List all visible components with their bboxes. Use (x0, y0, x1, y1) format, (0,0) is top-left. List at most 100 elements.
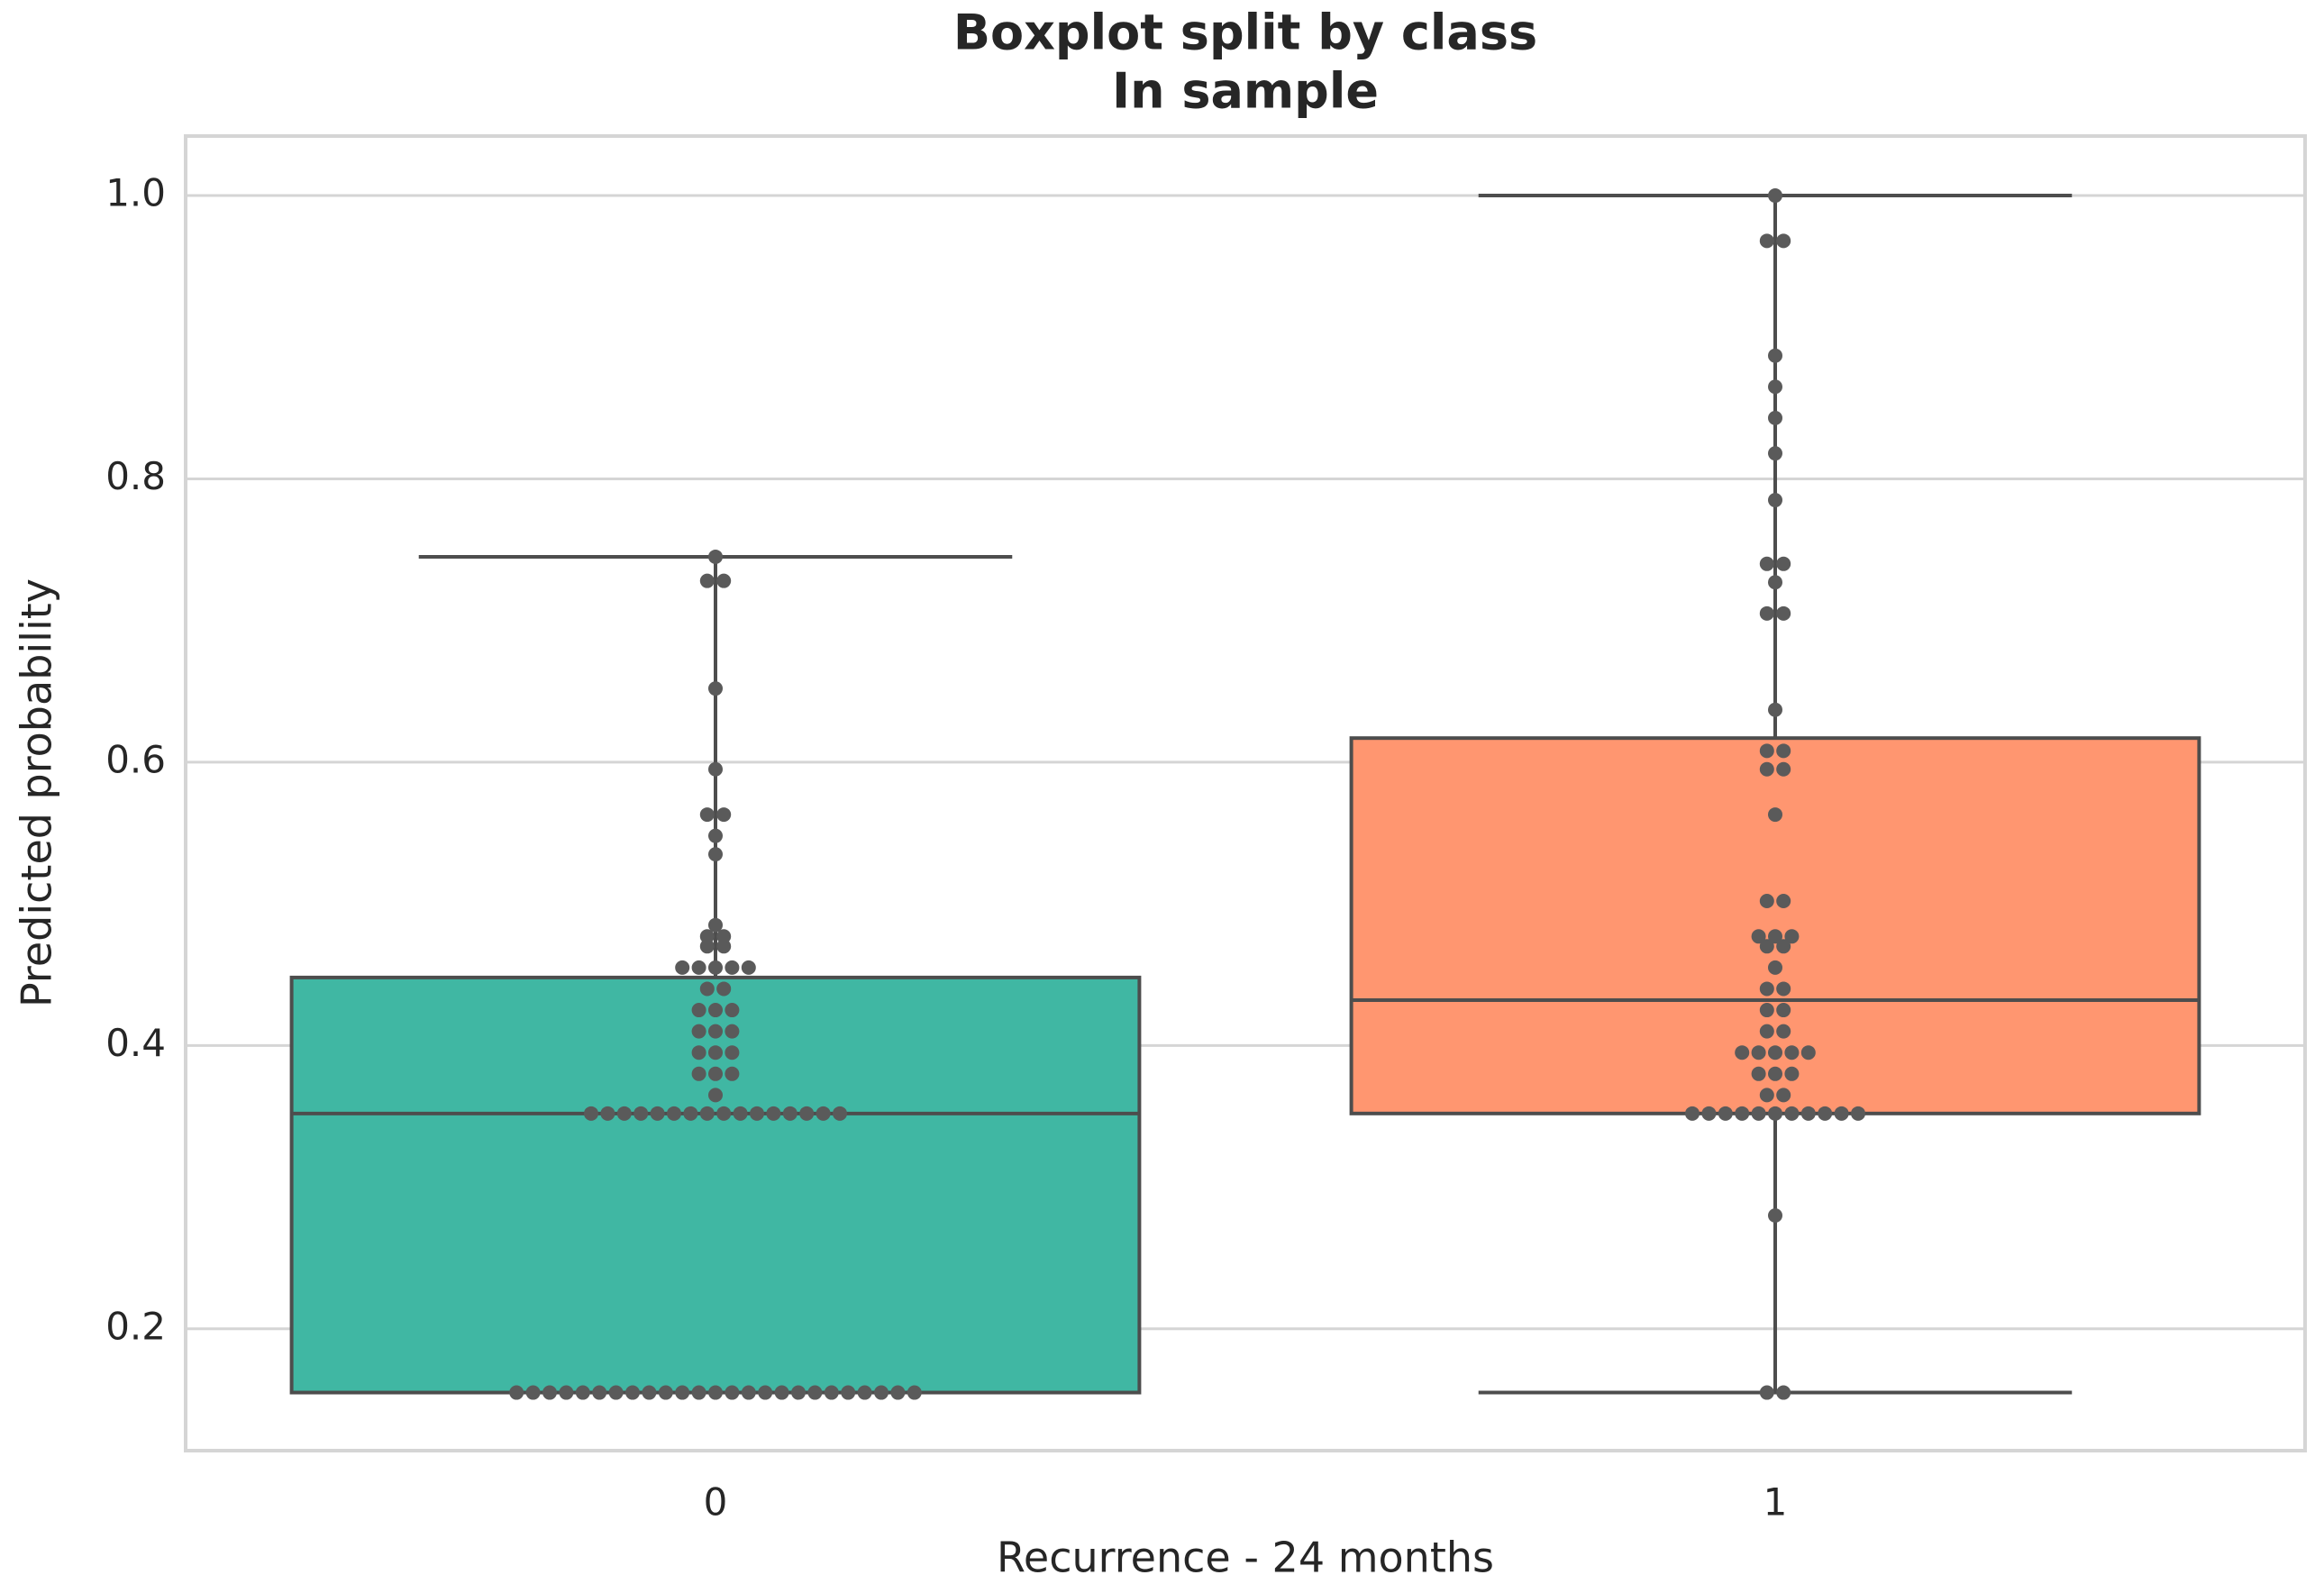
swarm-point (559, 1385, 574, 1400)
swarm-point (699, 1106, 715, 1121)
swarm-point (1685, 1106, 1700, 1121)
swarm-point (741, 1385, 756, 1400)
swarm-point (1751, 1066, 1766, 1081)
swarm-point (1701, 1106, 1717, 1121)
chart-title: Boxplot split by class (953, 5, 1537, 61)
swarm-point (716, 981, 732, 997)
swarm-point (1776, 1024, 1791, 1039)
swarm-point (1735, 1045, 1750, 1060)
y-tick-label: 0.8 (105, 454, 166, 498)
swarm-point (1768, 929, 1782, 944)
swarm-point (1768, 348, 1782, 363)
swarm-point (1776, 893, 1791, 908)
swarm-point (625, 1385, 640, 1400)
swarm-point (1759, 1088, 1774, 1103)
swarm-point (1776, 743, 1791, 759)
swarm-point (675, 1385, 690, 1400)
swarm-point (1759, 981, 1774, 997)
swarm-point (699, 929, 715, 944)
swarm-point (1768, 446, 1782, 461)
swarm-point (716, 807, 732, 823)
swarm-point (658, 1385, 673, 1400)
swarm-point (1768, 410, 1782, 425)
swarm-point (725, 1024, 740, 1039)
swarm-point (575, 1385, 590, 1400)
swarm-point (699, 939, 715, 954)
swarm-point (1768, 1045, 1782, 1060)
y-axis-label: Predicted probability (13, 578, 61, 1007)
swarm-point (1800, 1045, 1816, 1060)
y-tick-label: 0.4 (105, 1021, 166, 1065)
swarm-point (1759, 233, 1774, 249)
swarm-point (1776, 1003, 1791, 1018)
swarm-point (841, 1385, 856, 1400)
swarm-point (699, 573, 715, 588)
swarm-point (667, 1106, 681, 1121)
swarm-point (874, 1385, 889, 1400)
swarm-point (616, 1106, 632, 1121)
swarm-point (1759, 1024, 1774, 1039)
swarm-point (1768, 1106, 1782, 1121)
chart-subtitle: In sample (1112, 63, 1379, 120)
swarm-point (691, 960, 706, 975)
swarm-point (708, 761, 723, 777)
swarm-point (1759, 743, 1774, 759)
swarm-point (633, 1106, 649, 1121)
swarm-point (675, 960, 690, 975)
swarm-point (766, 1106, 781, 1121)
swarm-point (1784, 1066, 1800, 1081)
swarm-point (1768, 1066, 1782, 1081)
swarm-point (1768, 493, 1782, 508)
swarm-point (733, 1106, 748, 1121)
swarm-point (725, 1385, 740, 1400)
x-tick-label: 1 (1764, 1480, 1788, 1525)
swarm-point (716, 929, 732, 944)
swarm-point (509, 1385, 524, 1400)
swarm-point (1776, 233, 1791, 249)
swarm-point (708, 549, 723, 564)
swarm-point (791, 1385, 806, 1400)
swarm-point (708, 917, 723, 933)
swarm-point (1768, 575, 1782, 590)
swarm-point (1776, 761, 1791, 777)
swarm-point (1759, 893, 1774, 908)
swarm-point (1768, 960, 1782, 975)
swarm-point (774, 1385, 789, 1400)
swarm-point (1776, 981, 1791, 997)
swarm-point (1759, 1003, 1774, 1018)
swarm-point (1784, 1106, 1800, 1121)
y-tick-label: 0.2 (105, 1304, 166, 1348)
swarm-point (741, 960, 756, 975)
swarm-point (592, 1385, 607, 1400)
y-tick-label: 1.0 (105, 171, 166, 215)
swarm-point (824, 1385, 839, 1400)
swarm-point (708, 847, 723, 862)
swarm-point (708, 681, 723, 696)
swarm-point (1768, 379, 1782, 395)
swarm-point (708, 1045, 723, 1060)
swarm-point (716, 1106, 732, 1121)
swarm-point (683, 1106, 698, 1121)
x-axis-label: Recurrence - 24 months (997, 1534, 1494, 1582)
swarm-point (1776, 556, 1791, 571)
swarm-point (807, 1385, 823, 1400)
swarm-point (708, 1385, 723, 1400)
swarm-point (1751, 1045, 1766, 1060)
swarm-point (600, 1106, 615, 1121)
swarm-point (1768, 807, 1782, 823)
swarm-point (608, 1385, 624, 1400)
swarm-point (708, 1088, 723, 1103)
swarm-point (708, 1003, 723, 1018)
swarm-point (708, 960, 723, 975)
swarm-point (708, 1066, 723, 1081)
swarm-point (1735, 1106, 1750, 1121)
swarm-point (1768, 702, 1782, 717)
swarm-point (725, 960, 740, 975)
swarm-point (758, 1385, 773, 1400)
swarm-point (1776, 605, 1791, 621)
swarm-point (699, 981, 715, 997)
swarm-point (584, 1106, 598, 1121)
y-tick-label: 0.6 (105, 737, 166, 781)
